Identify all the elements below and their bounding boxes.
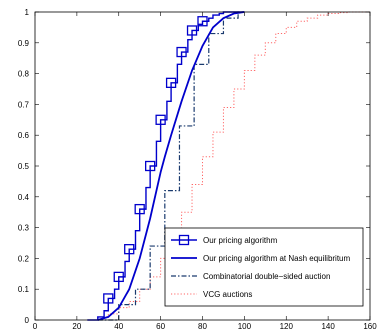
series-line-1 [97, 11, 245, 321]
y-tick-label: 0.9 [18, 39, 30, 48]
series-line-3 [87, 11, 370, 321]
series-marker-0 [165, 77, 177, 88]
series-marker-0 [197, 16, 208, 27]
y-tick-label: 0.4 [18, 193, 30, 202]
series-marker-0 [113, 271, 124, 283]
y-tick-label: 0 [25, 316, 30, 325]
legend-label-2: Combinatorial double−sided auction [203, 272, 330, 281]
x-tick-label: 160 [363, 322, 377, 330]
x-tick-label: 40 [114, 322, 123, 330]
y-tick-label: 0.6 [18, 131, 30, 140]
y-tick-label: 0.5 [18, 162, 30, 171]
legend-label-0: Our pricing algorithm [203, 236, 278, 245]
legend-box [164, 227, 364, 307]
x-tick-label: 60 [156, 322, 165, 330]
plot-area [87, 11, 370, 321]
x-tick-label: 100 [238, 322, 252, 330]
legend-label-1: Our pricing algorithm at Nash equilibrit… [203, 254, 351, 263]
series-marker-0 [145, 160, 156, 172]
series-marker-0 [186, 25, 198, 36]
series-marker-0 [134, 203, 145, 215]
y-tick-label: 0.1 [18, 285, 30, 294]
axes: 0 20 40 60 80 100 120 140 160 0 0.1 0.2 0.3 0.4 0.5 0.6… [18, 8, 377, 330]
series-line-0 [87, 11, 245, 321]
y-tick-label: 1 [25, 8, 30, 17]
y-tick-label: 0.8 [18, 70, 30, 79]
series-marker-0 [124, 244, 135, 255]
y-tick-label: 0.7 [18, 100, 30, 109]
y-tick-label: 0.2 [18, 254, 30, 263]
x-tick-label: 0 [33, 322, 38, 330]
x-tick-label: 80 [198, 322, 207, 330]
x-tick-label: 120 [280, 322, 294, 330]
series-marker-0 [176, 46, 187, 58]
series-marker-0 [155, 114, 166, 125]
y-tick-label: 0.3 [18, 224, 30, 233]
legend-label-3: VCG auctions [203, 290, 252, 299]
series-marker-0 [103, 293, 114, 304]
x-tick-label: 140 [321, 322, 335, 330]
x-tick-label: 20 [72, 322, 81, 330]
legend: Our pricing algorithm Our pricing algorit… [164, 227, 364, 307]
legend-marker-0 [178, 234, 190, 246]
series-line-2 [97, 11, 245, 321]
